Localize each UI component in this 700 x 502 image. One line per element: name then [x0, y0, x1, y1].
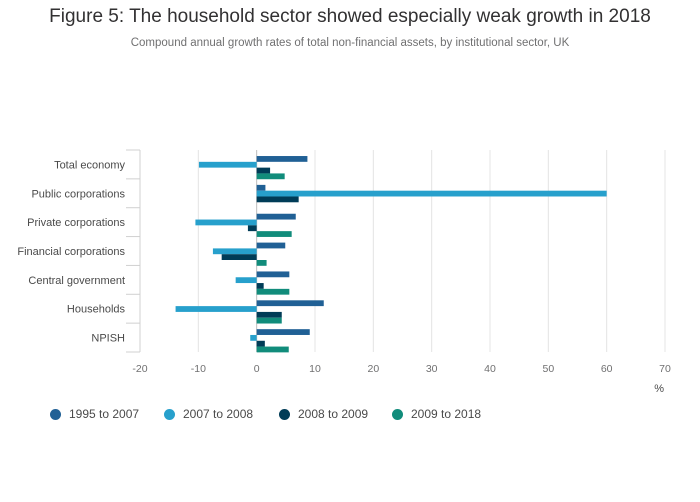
- x-tick-label: 10: [309, 363, 321, 375]
- x-tick-label: 50: [542, 363, 554, 375]
- x-axis-ticks: -20 -10 0 10 20 30 40 50 60 70: [132, 363, 671, 375]
- bar: [256, 317, 282, 324]
- bar: [250, 334, 257, 341]
- bar: [175, 306, 257, 312]
- bar: [221, 254, 257, 260]
- bar: [195, 219, 257, 226]
- legend-label: 2008 to 2009: [298, 407, 369, 421]
- x-tick-label: 70: [659, 363, 671, 375]
- category-label: Households: [67, 304, 126, 316]
- x-tick-label: 40: [484, 363, 496, 375]
- category-label: NPISH: [91, 333, 125, 345]
- bar: [256, 260, 267, 266]
- category-label: Financial corporations: [17, 246, 125, 258]
- bar: [256, 173, 285, 180]
- legend-label: 2007 to 2008: [183, 407, 254, 421]
- legend-marker: [279, 408, 290, 420]
- chart-legend: 1995 to 2007 2007 to 2008 2008 to 2009 2009…: [0, 407, 700, 427]
- chart-subtitle: Compound annual growth rates of total no…: [130, 37, 570, 49]
- bar: [247, 225, 257, 232]
- x-axis-unit-label: %: [654, 383, 664, 395]
- legend-label: 2009 to 2018: [411, 407, 482, 421]
- bar: [256, 190, 607, 197]
- gridlines: [139, 150, 666, 352]
- bar: [256, 283, 264, 289]
- x-tick-label: -10: [191, 363, 206, 375]
- category-axis: Total economy Public corporations Private …: [17, 149, 141, 353]
- x-tick-label: 60: [601, 363, 613, 375]
- bar: [256, 340, 265, 347]
- category-label: Central government: [28, 275, 125, 287]
- bar: [256, 346, 289, 353]
- x-tick-label: 0: [254, 363, 260, 375]
- bar: [256, 300, 324, 307]
- bar: [235, 277, 257, 284]
- legend-item: 1995 to 2007: [50, 407, 139, 421]
- bar: [256, 271, 290, 278]
- bar: [256, 156, 308, 162]
- bar: [198, 161, 257, 168]
- legend-label: 1995 to 2007: [69, 407, 140, 421]
- legend-item: 2007 to 2008: [164, 407, 253, 421]
- bar: [256, 213, 296, 220]
- bar: [212, 248, 257, 255]
- bar: [256, 167, 271, 174]
- legend-item: 2008 to 2009: [279, 407, 368, 421]
- chart-title: Figure 5: The household sector showed es…: [49, 6, 651, 27]
- bar: [256, 311, 282, 318]
- bars: [175, 156, 607, 353]
- bar: [256, 242, 286, 249]
- legend-item: 2009 to 2018: [392, 407, 481, 421]
- bar: [256, 231, 292, 237]
- legend-marker: [392, 408, 403, 420]
- category-label: Total economy: [54, 159, 125, 171]
- bar: [256, 329, 310, 335]
- legend-marker: [164, 408, 175, 420]
- legend-marker: [50, 408, 61, 420]
- category-label: Private corporations: [27, 217, 125, 229]
- bar: [256, 196, 299, 203]
- x-tick-label: 20: [367, 363, 379, 375]
- bar: [256, 288, 290, 295]
- bar: [256, 184, 266, 191]
- category-label: Public corporations: [31, 188, 125, 200]
- x-tick-label: 30: [426, 363, 438, 375]
- x-tick-label: -20: [132, 363, 147, 375]
